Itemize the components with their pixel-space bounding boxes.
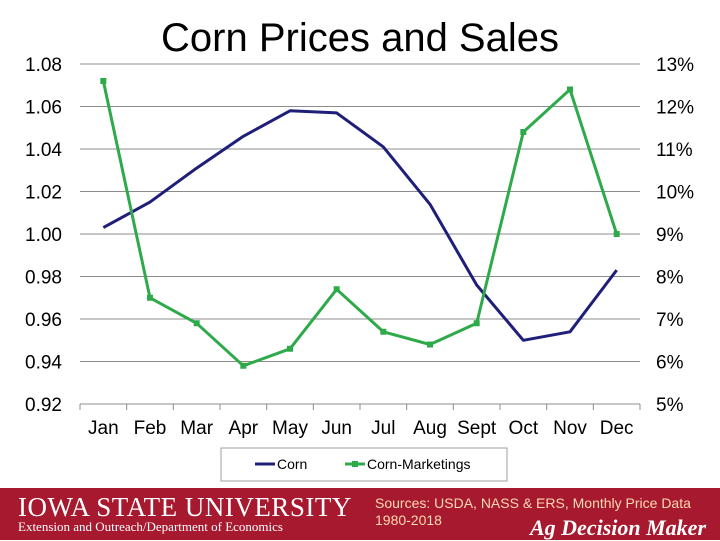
x-tick-label: Mar	[180, 418, 213, 439]
y-right-tick-label: 9%	[656, 225, 684, 246]
corn-marketings-point	[427, 341, 433, 348]
x-tick-label: Jul	[371, 418, 395, 439]
x-tick-label: Jun	[321, 418, 352, 439]
y-right-tick-label: 10%	[656, 183, 694, 204]
y-right-tick-label: 8%	[656, 268, 684, 289]
y-right-tick-label: 7%	[656, 310, 684, 331]
y-left-tick-label: 1.08	[25, 55, 62, 76]
department-text: Extension and Outreach/Department of Eco…	[18, 519, 283, 534]
y-left-tick-label: 0.96	[25, 310, 62, 331]
corn-line	[102, 109, 618, 342]
y-right-tick-label: 6%	[656, 353, 684, 374]
x-tick-label: Feb	[134, 418, 167, 439]
y-left-tick-label: 0.94	[25, 353, 62, 374]
y-left-tick-label: 1.02	[25, 183, 62, 204]
y-right-tick-label: 13%	[656, 55, 694, 76]
corn-marketings-point	[240, 362, 247, 369]
x-tick-label: Sept	[457, 418, 497, 439]
y-left-tick-label: 1.04	[25, 140, 62, 161]
corn-marketings-point	[287, 345, 293, 352]
corn-marketings-point	[473, 320, 480, 327]
corn-marketings-point	[613, 231, 620, 237]
chart-title: Corn Prices and Sales	[161, 16, 559, 60]
corn-marketings-point	[100, 78, 107, 84]
university-logo-text: IOWA STATE UNIVERSITY	[18, 492, 352, 522]
corn-marketings-point	[333, 286, 340, 293]
x-tick-label: Dec	[600, 418, 634, 439]
legend-label-corn: Corn	[277, 456, 307, 472]
program-logo-text: Ag Decision Maker	[530, 515, 706, 540]
y-left-tick-label: 1.00	[25, 225, 62, 246]
legend-label-corn-marketings: Corn-Marketings	[367, 456, 470, 472]
corn-marketings-point	[567, 86, 573, 93]
x-tick-label: Jan	[88, 418, 119, 439]
x-tick-label: Oct	[509, 418, 539, 439]
corn-marketings-point	[380, 328, 387, 335]
corn-marketings-point	[520, 129, 527, 135]
x-tick-label: May	[272, 418, 308, 439]
y-right-tick-label: 11%	[656, 140, 693, 161]
x-tick-label: Nov	[553, 418, 587, 439]
legend-marker-corn-marketings	[352, 461, 358, 467]
x-tick-label: Apr	[229, 418, 259, 439]
y-right-tick-label: 5%	[656, 395, 684, 416]
corn-marketings-point	[147, 294, 153, 301]
y-left-tick-label: 0.92	[25, 395, 62, 416]
corn-marketings-line	[101, 80, 619, 368]
y-right-tick-label: 12%	[656, 98, 694, 119]
corn-marketings-point	[193, 320, 200, 327]
sources-note: Sources: USDA, NASS & ERS, Monthly Price…	[375, 495, 691, 528]
y-left-tick-label: 1.06	[25, 98, 62, 119]
footer-banner: IOWA STATE UNIVERSITY Extension and Outr…	[0, 488, 720, 540]
x-tick-label: Aug	[413, 418, 447, 439]
line-chart: 1.08 1.06 1.04 1.02 1.00 0.98 0.96 0.94 0.92 13% 1…	[25, 55, 694, 482]
y-left-tick-label: 0.98	[25, 268, 62, 289]
